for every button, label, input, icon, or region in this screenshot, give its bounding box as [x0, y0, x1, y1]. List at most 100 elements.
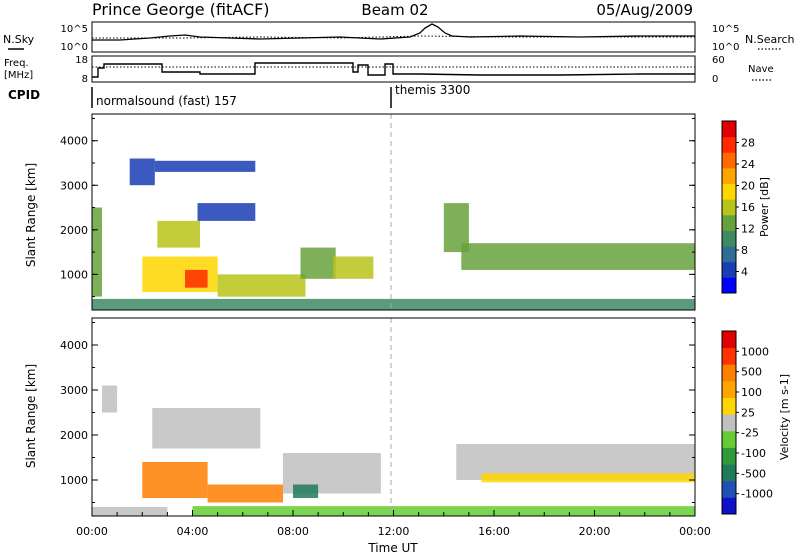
scatter-region: [92, 298, 695, 310]
freq-right-tick-top: 60: [712, 55, 725, 66]
noise-right-tick-top: 10^5: [712, 24, 739, 35]
power-panel-frame: [91, 113, 696, 311]
scatter-region: [192, 506, 695, 516]
scatter-region: [300, 247, 336, 279]
x-tick-label: 08:00: [277, 525, 309, 538]
scatter-region: [481, 473, 695, 483]
velocity-panel: 1000 2000 3000 4000 Slant Range [km] 1000 50…: [24, 317, 791, 554]
cpid-mode-2: themis 3300: [395, 83, 470, 97]
y-tick-label: 1000: [60, 268, 88, 281]
freq-right-tick-bottom: 0: [712, 74, 718, 85]
scatter-region: [154, 160, 256, 172]
power-panel: 1000 2000 3000 4000 Slant Range [km] 4 8 12 16…: [24, 113, 771, 311]
time-axis-label: Time UT: [367, 541, 418, 554]
nave-label: Nave: [748, 64, 774, 75]
freq-left-tick-bottom: 8: [82, 74, 88, 85]
colorbar-tick-label: 12: [741, 223, 755, 236]
scatter-region: [293, 484, 319, 498]
scatter-region: [333, 256, 374, 279]
scatter-region: [461, 243, 695, 270]
colorbar-swatch: [722, 261, 736, 278]
noise-panel: N.Sky 10^5 10^0 10^5 10^0 N.Search: [3, 21, 795, 53]
colorbar-swatch: [722, 331, 736, 349]
freq-label-line2: [MHz]: [4, 70, 33, 81]
colorbar-tick-label: -500: [741, 467, 766, 480]
colorbar-swatch: [722, 214, 736, 231]
scatter-region: [102, 385, 118, 413]
noise-right-label: N.Search: [745, 33, 795, 46]
velocity-yticks: 1000 2000 3000 4000: [60, 322, 695, 503]
y-tick-label: 2000: [60, 224, 88, 237]
colorbar-tick-label: 4: [741, 266, 748, 279]
cpid-label: CPID: [8, 88, 40, 102]
x-tick-label: 20:00: [579, 525, 611, 538]
colorbar-swatch: [722, 497, 736, 515]
station-title: Prince George (fitACF): [92, 0, 270, 19]
colorbar-swatch: [722, 152, 736, 169]
colorbar-swatch: [722, 199, 736, 216]
y-tick-label: 2000: [60, 429, 88, 442]
colorbar-tick-label: 500: [741, 366, 762, 379]
colorbar-tick-label: 8: [741, 244, 748, 257]
power-regions: [92, 158, 695, 310]
scatter-region: [142, 462, 208, 498]
x-tick-label: 04:00: [177, 525, 209, 538]
freq-line: [92, 62, 695, 78]
freq-label-line1: Freq.: [4, 58, 29, 69]
colorbar-swatch: [722, 167, 736, 184]
scatter-region: [152, 408, 261, 449]
colorbar-tick-label: -100: [741, 447, 766, 460]
noise-left-tick-top: 10^5: [61, 24, 88, 35]
time-axis-ticks: 00:00 04:00 08:00 12:00 16:00 20:00 00:00: [76, 510, 711, 538]
colorbar-swatch: [722, 430, 736, 448]
noise-left-label: N.Sky: [3, 33, 35, 46]
x-tick-label: 12:00: [378, 525, 410, 538]
colorbar-swatch: [722, 380, 736, 398]
power-ylabel: Slant Range [km]: [24, 163, 38, 267]
colorbar-tick-label: 100: [741, 386, 762, 399]
cpid-mode-1: normalsound (fast) 157: [96, 94, 237, 108]
colorbar-swatch: [722, 364, 736, 382]
cpid-panel: CPID normalsound (fast) 157 themis 3300: [8, 83, 470, 108]
freq-left-tick-top: 18: [75, 55, 88, 66]
colorbar-tick-label: 1000: [741, 345, 769, 358]
y-tick-label: 3000: [60, 384, 88, 397]
x-tick-label: 00:00: [679, 525, 711, 538]
power-colorbar-label: Power [dB]: [758, 177, 771, 237]
y-tick-label: 3000: [60, 179, 88, 192]
colorbar-swatch: [722, 347, 736, 365]
colorbar-tick-label: -1000: [741, 488, 773, 501]
x-tick-label: 16:00: [478, 525, 510, 538]
colorbar-tick-label: -25: [741, 427, 759, 440]
colorbar-tick-label: 25: [741, 406, 755, 419]
scatter-region: [197, 203, 256, 221]
power-colorbar: 4 8 12 16 20 24 28: [721, 120, 755, 294]
colorbar-swatch: [722, 121, 736, 138]
colorbar-swatch: [722, 397, 736, 415]
y-tick-label: 4000: [60, 135, 88, 148]
colorbar-swatch: [722, 447, 736, 465]
colorbar-frame: [721, 330, 737, 515]
colorbar-swatch: [722, 277, 736, 294]
colorbar-swatch: [722, 183, 736, 200]
x-tick-label: 00:00: [76, 525, 108, 538]
colorbar-swatch: [722, 136, 736, 153]
scatter-region: [129, 158, 155, 186]
frequency-panel: Freq. [MHz] 18 8 60 0 Nave: [4, 55, 774, 85]
colorbar-tick-label: 20: [741, 180, 755, 193]
scatter-region: [217, 274, 306, 297]
colorbar-swatch: [722, 480, 736, 498]
colorbar-tick-label: 28: [741, 137, 755, 150]
colorbar-swatch: [722, 464, 736, 482]
velocity-colorbar-label: Velocity [m s-1]: [778, 374, 791, 460]
colorbar-swatch: [722, 230, 736, 247]
velocity-colorbar: 1000 500 100 25 -25 -100 -500 -1000: [721, 330, 773, 515]
scatter-region: [157, 220, 200, 248]
noise-sky-line: [92, 23, 695, 41]
y-tick-label: 1000: [60, 474, 88, 487]
noise-left-tick-bottom: 10^0: [61, 42, 88, 53]
scatter-region: [443, 203, 469, 253]
freq-panel-frame: [91, 55, 696, 83]
y-tick-label: 4000: [60, 339, 88, 352]
